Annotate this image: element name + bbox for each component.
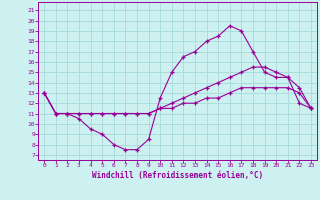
X-axis label: Windchill (Refroidissement éolien,°C): Windchill (Refroidissement éolien,°C) xyxy=(92,171,263,180)
